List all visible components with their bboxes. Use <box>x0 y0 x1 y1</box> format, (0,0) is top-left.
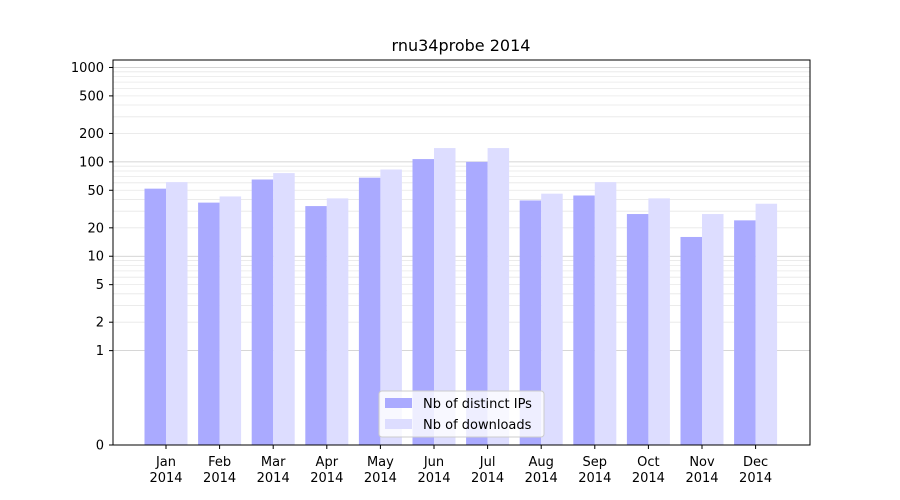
y-tick-label: 200 <box>79 127 104 142</box>
bar-downloads <box>755 203 778 445</box>
bar-distinct-ips <box>251 179 274 445</box>
x-tick-label-year: 2014 <box>257 471 290 486</box>
x-tick-label-year: 2014 <box>739 471 772 486</box>
legend-swatch <box>385 398 412 408</box>
y-tick-label: 1000 <box>71 61 104 76</box>
bar-downloads <box>702 214 724 445</box>
bar-distinct-ips <box>519 200 542 445</box>
bar-distinct-ips <box>144 188 166 445</box>
x-tick-label-month: Sep <box>583 455 608 470</box>
chart-title: rnu34probe 2014 <box>392 36 531 55</box>
bar-downloads <box>434 148 456 445</box>
bar-downloads <box>487 148 510 445</box>
x-tick-label-year: 2014 <box>525 471 558 486</box>
bar-downloads <box>166 182 188 445</box>
y-tick-label: 50 <box>87 184 104 199</box>
bar-downloads <box>541 193 563 445</box>
x-tick-label-month: Aug <box>529 455 554 470</box>
x-tick-label-month: Jun <box>423 455 444 470</box>
x-tick-label-year: 2014 <box>685 471 718 486</box>
x-tick-label-month: Oct <box>637 455 659 470</box>
x-tick-label-year: 2014 <box>471 471 504 486</box>
plot-frame <box>112 59 811 446</box>
x-tick-label-year: 2014 <box>364 471 397 486</box>
x-tick-label-year: 2014 <box>310 471 343 486</box>
bar-distinct-ips <box>305 206 327 445</box>
x-axis: Jan2014Feb2014Mar2014Apr2014May2014Jun20… <box>149 445 772 486</box>
legend-label: Nb of distinct IPs <box>423 397 532 412</box>
bar-downloads <box>219 196 242 445</box>
bar-distinct-ips <box>573 195 595 445</box>
x-tick-label-year: 2014 <box>203 471 236 486</box>
legend-label: Nb of downloads <box>423 418 532 433</box>
x-tick-label-month: May <box>367 455 394 470</box>
y-tick-label: 2 <box>96 316 104 331</box>
bar-distinct-ips <box>626 214 649 445</box>
y-tick-label: 0 <box>96 439 104 454</box>
bars <box>144 148 778 446</box>
legend: Nb of distinct IPs Nb of downloads <box>378 390 545 438</box>
y-tick-label: 10 <box>87 250 104 265</box>
x-tick-label-month: Dec <box>743 455 768 470</box>
bar-downloads <box>326 198 349 445</box>
bar-distinct-ips <box>412 159 434 445</box>
bar-distinct-ips <box>734 220 756 445</box>
y-axis: 0 1 2 5 10 20 50 100 200 500 1000 <box>71 61 113 454</box>
bar-downloads <box>380 169 402 445</box>
x-tick-label-month: Jan <box>155 455 176 470</box>
x-tick-label-year: 2014 <box>417 471 450 486</box>
bar-distinct-ips <box>198 202 220 445</box>
bar-downloads <box>273 173 295 446</box>
bar-distinct-ips <box>680 236 702 445</box>
y-tick-label: 20 <box>87 221 104 236</box>
y-tick-label: 1 <box>96 344 104 359</box>
x-tick-label-month: Apr <box>316 455 339 470</box>
x-tick-label-year: 2014 <box>149 471 182 486</box>
bar-downloads <box>648 198 670 445</box>
x-tick-label-month: Jul <box>479 455 496 470</box>
bar-distinct-ips <box>466 161 488 445</box>
x-tick-label-month: Nov <box>689 455 715 470</box>
legend-box <box>378 390 545 438</box>
y-tick-label: 5 <box>96 278 104 293</box>
x-tick-label-year: 2014 <box>632 471 665 486</box>
y-tick-label: 100 <box>79 155 104 170</box>
bar-distinct-ips <box>358 177 381 446</box>
x-tick-label-month: Mar <box>261 455 286 470</box>
legend-swatch <box>385 419 412 429</box>
x-tick-label-month: Feb <box>208 455 231 470</box>
y-tick-label: 500 <box>79 89 104 104</box>
bar-downloads <box>594 182 617 445</box>
x-tick-label-year: 2014 <box>578 471 611 486</box>
